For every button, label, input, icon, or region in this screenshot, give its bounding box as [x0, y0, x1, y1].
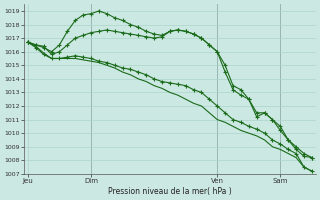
X-axis label: Pression niveau de la mer( hPa ): Pression niveau de la mer( hPa ) — [108, 187, 232, 196]
